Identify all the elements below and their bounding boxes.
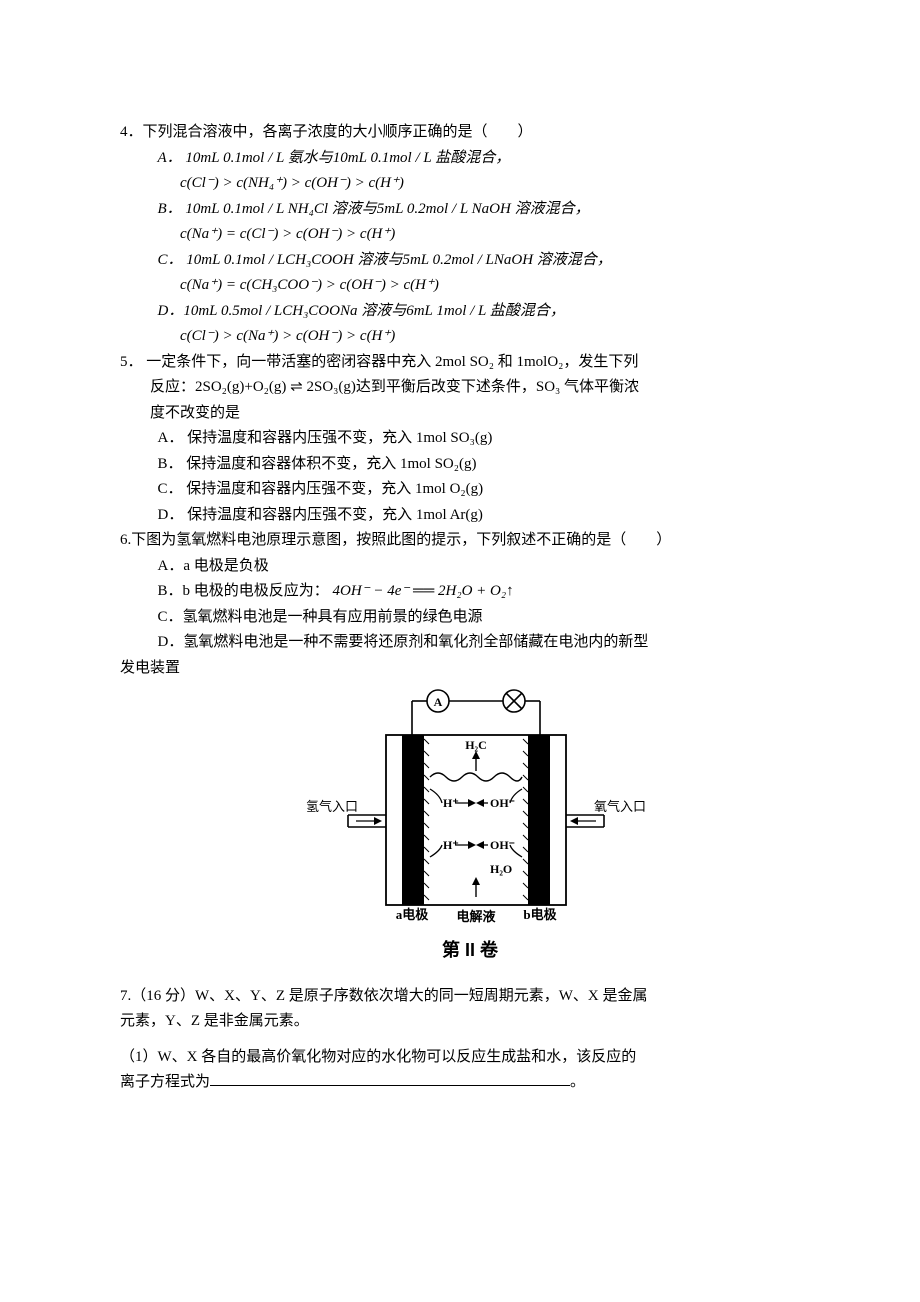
q4-optB-l1: B． 10mL 0.1mol / L NH₄Cl 溶液与5mL 0.2mol /… <box>120 197 820 223</box>
h2-inlet-label: 氢气入口 <box>306 799 358 814</box>
svg-text:H₂O: H₂O <box>490 862 512 876</box>
answer-blank[interactable] <box>210 1070 570 1086</box>
q6-stem: 6.下图为氢氧燃料电池原理示意图，按照此图的提示，下列叙述不正确的是（ ） <box>120 528 820 554</box>
q7-sub1-pre: 离子方程式为 <box>120 1074 210 1090</box>
q4-optD-l1: D．10mL 0.5mol / LCH₃COONa 溶液与6mL 1mol / … <box>120 299 820 325</box>
q5-optA: A． 保持温度和容器内压强不变，充入 1mol SO₃(g) <box>120 426 820 452</box>
q6-optA: A．a 电极是负极 <box>120 554 820 580</box>
q4-stem: 4．下列混合溶液中，各离子浓度的大小顺序正确的是（ ） <box>120 120 820 146</box>
svg-text:OH⁻: OH⁻ <box>490 838 515 852</box>
fuel-cell-svg: A H₂C H⁺ OH⁻ <box>290 687 650 929</box>
q6-optD-l2: 发电装置 <box>120 656 820 682</box>
q4-optB-l2: c(Na⁺) = c(Cl⁻) > c(OH⁻) > c(H⁺) <box>120 222 820 248</box>
section-2-title: 第 II 卷 <box>120 935 820 966</box>
q7-sub1-post: 。 <box>570 1074 585 1090</box>
b-electrode-label: b电极 <box>523 907 557 922</box>
q7-sub1-l2: 离子方程式为 。 <box>120 1070 820 1096</box>
q5-optB: B． 保持温度和容器体积不变，充入 1mol SO₂(g) <box>120 452 820 478</box>
q6-optC: C．氢氧燃料电池是一种具有应用前景的绿色电源 <box>120 605 820 631</box>
h2c-label: H₂C <box>465 738 487 752</box>
q7-l2: 元素，Y、Z 是非金属元素。 <box>120 1009 820 1035</box>
q5-stem-l3: 度不改变的是 <box>120 401 820 427</box>
ammeter-label: A <box>434 695 443 709</box>
q6-optB: B．b 电极的电极反应为： 4OH⁻ − 4e⁻ ══ 2H₂O + O₂↑ <box>120 579 820 605</box>
a-electrode-label: a电极 <box>396 907 430 922</box>
q5-stem-l2: 反应：2SO₂(g)+O₂(g) ⇌ 2SO₃(g)达到平衡后改变下述条件，SO… <box>120 375 820 401</box>
q5-optC: C． 保持温度和容器内压强不变，充入 1mol O₂(g) <box>120 477 820 503</box>
q4-optA-l1: A． 10mL 0.1mol / L 氨水与10mL 0.1mol / L 盐酸… <box>120 146 820 172</box>
electrode-b <box>528 735 550 905</box>
q7-sub1-l1: （1）W、X 各自的最高价氧化物对应的水化物可以反应生成盐和水，该反应的 <box>120 1045 820 1071</box>
fuel-cell-diagram: A H₂C H⁺ OH⁻ <box>120 687 820 929</box>
q4-optA-l2: c(Cl⁻) > c(NH₄⁺) > c(OH⁻) > c(H⁺) <box>120 171 820 197</box>
electrolyte-label: 电解液 <box>456 909 495 924</box>
q4-optC-l1: C． 10mL 0.1mol / LCH₃COOH 溶液与5mL 0.2mol … <box>120 248 820 274</box>
q6-optB-eq: 4OH⁻ − 4e⁻ ══ 2H₂O + O₂↑ <box>333 583 514 599</box>
q7-l1: 7.（16 分）W、X、Y、Z 是原子序数依次增大的同一短周期元素，W、X 是金… <box>120 984 820 1010</box>
o2-inlet-label: 氧气入口 <box>594 799 646 814</box>
q4-optC-l2: c(Na⁺) = c(CH₃COO⁻) > c(OH⁻) > c(H⁺) <box>120 273 820 299</box>
q4-optD-l2: c(Cl⁻) > c(Na⁺) > c(OH⁻) > c(H⁺) <box>120 324 820 350</box>
q6-optB-pre: B．b 电极的电极反应为： <box>158 583 329 599</box>
q5-stem-l1: 5． 一定条件下，向一带活塞的密闭容器中充入 2mol SO₂ 和 1molO₂… <box>120 350 820 376</box>
svg-text:OH⁻: OH⁻ <box>490 796 515 810</box>
electrode-a <box>402 735 424 905</box>
q6-optD-l1: D．氢氧燃料电池是一种不需要将还原剂和氧化剂全部储藏在电池内的新型 <box>120 630 820 656</box>
q5-optD: D． 保持温度和容器内压强不变，充入 1mol Ar(g) <box>120 503 820 529</box>
